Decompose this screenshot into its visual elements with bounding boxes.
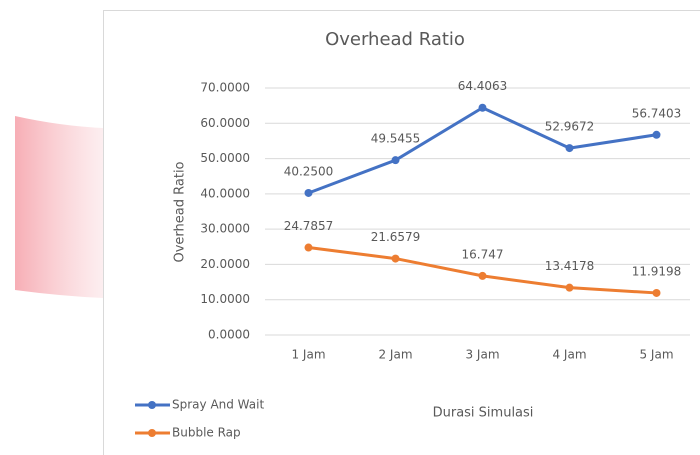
y-tick-label: 70.0000 (200, 81, 250, 95)
y-tick-label: 20.0000 (200, 257, 250, 271)
chart-title: Overhead Ratio (325, 29, 465, 50)
data-label: 64.4063 (458, 79, 508, 93)
x-axis-title: Durasi Simulasi (433, 406, 534, 421)
data-point (304, 188, 313, 197)
data-point (565, 144, 574, 153)
data-label: 21.6579 (371, 230, 421, 244)
data-point (652, 288, 661, 297)
y-tick-label: 0.0000 (208, 328, 250, 342)
y-tick-label: 50.0000 (200, 151, 250, 165)
legend-label: Spray And Wait (172, 398, 264, 412)
legend-marker (148, 429, 156, 437)
background-shape (15, 116, 103, 298)
data-label: 52.9672 (545, 120, 595, 134)
data-point (652, 130, 661, 139)
data-point (304, 243, 313, 252)
data-point (391, 254, 400, 263)
y-tick-label: 10.0000 (200, 292, 250, 306)
y-tick-label: 40.0000 (200, 186, 250, 200)
x-tick-label: 3 Jam (465, 348, 499, 362)
x-tick-label: 2 Jam (378, 348, 412, 362)
legend-marker (148, 401, 156, 409)
y-axis-title: Overhead Ratio (173, 161, 188, 262)
data-label: 49.5455 (371, 132, 421, 146)
data-label: 24.7857 (284, 219, 334, 233)
y-tick-label: 60.0000 (200, 116, 250, 130)
x-tick-label: 5 Jam (639, 348, 673, 362)
x-tick-label: 1 Jam (291, 348, 325, 362)
data-label: 56.7403 (632, 106, 682, 120)
data-point (478, 103, 487, 112)
data-point (391, 156, 400, 165)
data-label: 13.4178 (545, 259, 595, 273)
chart-frame (103, 10, 700, 455)
data-point (478, 271, 487, 280)
data-label: 40.2500 (284, 164, 334, 178)
x-tick-label: 4 Jam (552, 348, 586, 362)
data-point (565, 283, 574, 292)
data-label: 11.9198 (632, 264, 682, 278)
data-label: 16.747 (462, 247, 504, 261)
legend-label: Bubble Rap (172, 426, 241, 440)
y-tick-label: 30.0000 (200, 222, 250, 236)
